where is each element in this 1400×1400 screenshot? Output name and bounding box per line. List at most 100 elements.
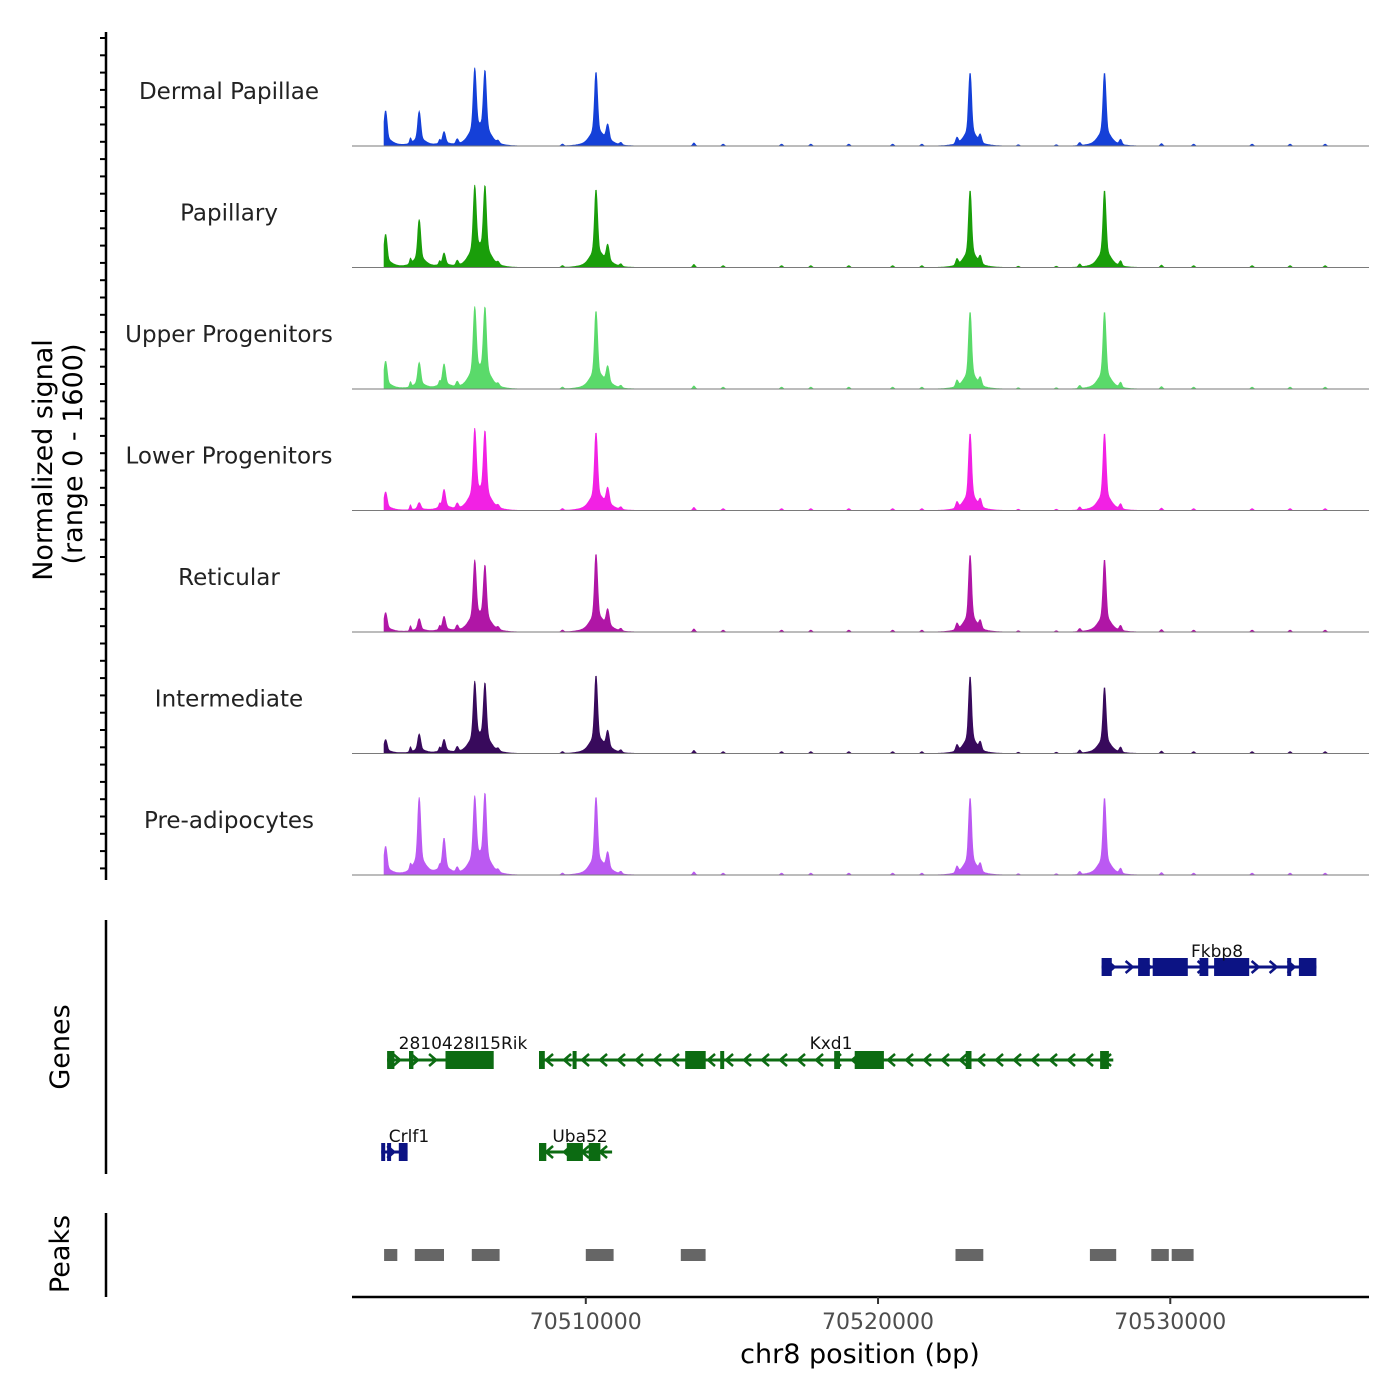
strand-arrow: [706, 1053, 716, 1067]
gene-exon: [965, 1051, 972, 1069]
peak-region: [955, 1249, 984, 1261]
coverage-area: [383, 792, 1346, 876]
gene-exon: [1100, 1051, 1109, 1069]
strand-arrow: [392, 1053, 402, 1067]
strand-arrow: [598, 1053, 608, 1067]
coverage-area: [383, 306, 1346, 390]
gene-exon: [387, 1143, 392, 1161]
track-label: Intermediate: [155, 687, 303, 713]
strand-arrow: [976, 1053, 986, 1067]
strand-arrow: [994, 1053, 1004, 1067]
track-lower-progenitors: Lower Progenitors: [126, 428, 1369, 511]
gene-kxd1: Kxd1: [539, 1034, 1114, 1069]
track-dermal-papillae: Dermal Papillae: [139, 67, 1369, 147]
peak-region: [1089, 1249, 1117, 1261]
strand-arrow: [760, 1053, 770, 1067]
track-label: Dermal Papillae: [139, 79, 319, 105]
strand-arrow: [580, 1053, 590, 1067]
strand-arrow: [410, 1053, 420, 1067]
gene-exon: [572, 1051, 577, 1069]
strand-arrow: [634, 1053, 644, 1067]
x-tick-label: 70510000: [530, 1310, 642, 1335]
track-pre-adipocytes: Pre-adipocytes: [144, 792, 1369, 876]
track-label: Pre-adipocytes: [144, 808, 314, 834]
gene-exon: [381, 1143, 386, 1161]
peak-region: [471, 1249, 500, 1261]
gene-exon: [1298, 958, 1317, 976]
gene-exon: [566, 1143, 583, 1161]
peak-region: [1151, 1249, 1169, 1261]
peaks-panel: Peaks: [45, 1213, 1194, 1297]
gene-exon: [1287, 958, 1292, 976]
strand-arrow: [1012, 1053, 1022, 1067]
coverage-tracks: Dermal Papillae Papillary Upper Progenitor…: [125, 67, 1369, 876]
gene-exon: [854, 1051, 884, 1069]
y-axis-label-line2: (range 0 - 1600): [58, 344, 89, 565]
gene-exon: [720, 1051, 725, 1069]
coverage-area: [383, 428, 1346, 511]
y-axis-label-line1: Normalized signal: [28, 339, 59, 581]
gene-label: Crlf1: [389, 1127, 429, 1147]
coverage-area: [383, 554, 1346, 633]
gene-2810428i15rik: 2810428I15Rik: [387, 1034, 528, 1069]
track-label: Upper Progenitors: [125, 322, 333, 348]
strand-arrow: [1030, 1053, 1040, 1067]
strand-arrow: [886, 1053, 896, 1067]
gene-exon: [539, 1051, 545, 1069]
strand-arrow: [1084, 1053, 1094, 1067]
genes-panel: Genes Fkbp8 2810428I15Rik Kxd1 Crlf1 Uba52: [45, 920, 1317, 1174]
coverage-area: [383, 675, 1346, 754]
strand-arrow: [1250, 960, 1261, 974]
strand-arrow: [1268, 960, 1279, 974]
gene-label: Fkbp8: [1191, 942, 1243, 962]
gene-fkbp8: Fkbp8: [1101, 942, 1317, 976]
peak-region: [414, 1249, 444, 1261]
gene-exon: [1101, 958, 1112, 976]
strand-arrow: [958, 1053, 968, 1067]
strand-arrow: [814, 1053, 824, 1067]
gene-exon: [685, 1051, 706, 1069]
gene-label: Uba52: [552, 1127, 607, 1147]
track-intermediate: Intermediate: [155, 675, 1369, 754]
peak-region: [1171, 1249, 1194, 1261]
strand-arrow: [1048, 1053, 1058, 1067]
gene-label: 2810428I15Rik: [399, 1034, 528, 1054]
gene-exon: [834, 1051, 840, 1069]
strand-arrow: [778, 1053, 788, 1067]
strand-arrow: [922, 1053, 932, 1067]
track-label: Lower Progenitors: [126, 444, 333, 470]
x-axis-title: chr8 position (bp): [740, 1339, 980, 1370]
gene-exon: [1152, 958, 1188, 976]
strand-arrow: [724, 1053, 734, 1067]
strand-arrow: [796, 1053, 806, 1067]
strand-arrow: [904, 1053, 914, 1067]
strand-arrow: [940, 1053, 950, 1067]
strand-arrow: [652, 1053, 662, 1067]
coverage-area: [383, 184, 1346, 268]
gene-exon: [398, 1143, 408, 1161]
strand-arrow: [1066, 1053, 1076, 1067]
peak-region: [585, 1249, 614, 1261]
x-axis: 70510000 70520000 70530000: [352, 1295, 1369, 1335]
gene-exon: [539, 1143, 547, 1161]
strand-arrow: [428, 1053, 438, 1067]
gene-exon: [588, 1143, 601, 1161]
signal-y-axis: [100, 32, 108, 880]
peak-region: [680, 1249, 706, 1261]
strand-arrow: [670, 1053, 680, 1067]
strand-arrow: [544, 1053, 554, 1067]
track-reticular: Reticular: [178, 554, 1369, 633]
x-tick-label: 70520000: [822, 1310, 934, 1335]
gene-crlf1: Crlf1: [381, 1127, 429, 1161]
track-label: Papillary: [180, 201, 278, 227]
track-papillary: Papillary: [180, 184, 1369, 268]
gene-exon: [387, 1051, 395, 1069]
strand-arrow: [742, 1053, 752, 1067]
gene-uba52: Uba52: [539, 1127, 613, 1161]
genes-panel-label: Genes: [45, 1004, 76, 1089]
peaks-panel-label: Peaks: [45, 1215, 76, 1293]
x-tick-label: 70530000: [1114, 1310, 1226, 1335]
gene-label: Kxd1: [810, 1034, 853, 1054]
gene-exon: [409, 1051, 414, 1069]
